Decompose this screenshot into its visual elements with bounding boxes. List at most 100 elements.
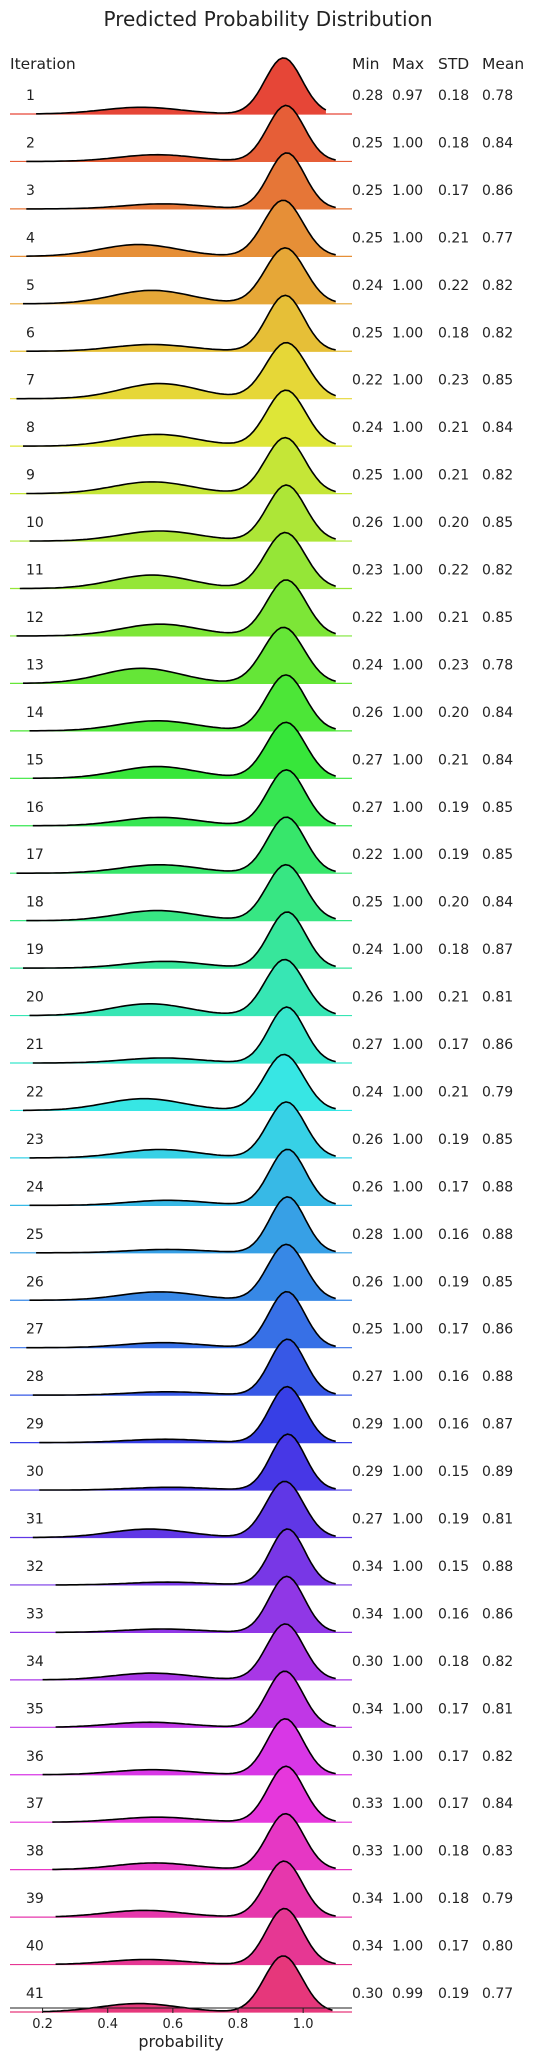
- stat-std: 0.16: [438, 1417, 469, 1433]
- header-std: STD: [438, 55, 469, 73]
- ridge-area: [23, 390, 336, 447]
- ridge-area: [32, 769, 336, 826]
- ridge-area: [26, 1291, 336, 1348]
- stat-std: 0.20: [438, 895, 469, 911]
- ridge-area: [16, 342, 336, 399]
- stat-min: 0.26: [352, 705, 383, 721]
- iteration-label: 30: [26, 1464, 44, 1480]
- ridge-area: [23, 912, 336, 969]
- stat-mean: 0.87: [482, 1417, 513, 1433]
- iteration-label: 1: [26, 88, 35, 104]
- stat-std: 0.19: [438, 847, 469, 863]
- ridge-outline: [26, 199, 336, 257]
- stat-max: 1.00: [392, 1749, 423, 1765]
- stat-max: 1.00: [392, 1606, 423, 1622]
- stat-mean: 0.85: [482, 800, 513, 816]
- stat-min: 0.24: [352, 1084, 383, 1100]
- ridge-outline: [52, 1812, 336, 1871]
- ridge-area: [55, 1576, 336, 1633]
- ridges-group: [10, 57, 352, 2013]
- header-mean: Mean: [482, 55, 524, 73]
- iteration-label: 19: [26, 942, 44, 958]
- stat-min: 0.33: [352, 1796, 383, 1812]
- iteration-label: 10: [26, 515, 44, 531]
- stat-max: 1.00: [392, 1369, 423, 1385]
- ridge-area: [26, 437, 336, 494]
- stat-mean: 0.87: [482, 942, 513, 958]
- stat-max: 1.00: [392, 373, 423, 389]
- stat-mean: 0.89: [482, 1464, 513, 1480]
- stat-std: 0.16: [438, 1606, 469, 1622]
- stat-std: 0.21: [438, 420, 469, 436]
- stat-mean: 0.84: [482, 420, 513, 436]
- stat-mean: 0.77: [482, 1986, 513, 2002]
- stat-min: 0.26: [352, 1179, 383, 1195]
- stat-std: 0.18: [438, 1891, 469, 1907]
- ridge-area: [29, 485, 336, 542]
- stat-mean: 0.82: [482, 468, 513, 484]
- ridge-outline: [23, 389, 336, 447]
- stat-std: 0.19: [438, 1512, 469, 1528]
- stat-max: 1.00: [392, 563, 423, 579]
- stat-min: 0.26: [352, 515, 383, 531]
- stat-min: 0.30: [352, 1749, 383, 1765]
- stat-mean: 0.86: [482, 1322, 513, 1338]
- stat-min: 0.26: [352, 990, 383, 1006]
- ridge-outline: [16, 341, 337, 400]
- iteration-label: 5: [26, 278, 35, 294]
- stat-min: 0.22: [352, 610, 383, 626]
- stat-min: 0.27: [352, 800, 383, 816]
- stat-std: 0.21: [438, 230, 469, 246]
- ridge-area: [29, 1244, 336, 1301]
- ridge-area: [36, 58, 326, 114]
- ridge-outline: [22, 1053, 336, 1112]
- stat-std: 0.17: [438, 1322, 469, 1338]
- ridge-outline: [42, 1623, 336, 1681]
- stat-mean: 0.84: [482, 135, 513, 151]
- stat-min: 0.28: [352, 88, 383, 104]
- iteration-label: 40: [26, 1939, 44, 1955]
- ridge-area: [42, 1956, 333, 2012]
- stat-std: 0.18: [438, 942, 469, 958]
- stat-max: 1.00: [392, 1654, 423, 1670]
- stat-std: 0.16: [438, 1227, 469, 1243]
- ridge-area: [29, 674, 336, 731]
- stat-mean: 0.78: [482, 88, 513, 104]
- ridge-area: [26, 152, 336, 209]
- header-min: Min: [352, 55, 380, 73]
- stat-mean: 0.85: [482, 1132, 513, 1148]
- stat-std: 0.21: [438, 468, 469, 484]
- ridge-area: [55, 1861, 336, 1918]
- ridge-outline: [39, 1433, 336, 1491]
- stat-mean: 0.84: [482, 752, 513, 768]
- ridge-outline: [23, 246, 336, 305]
- iteration-label: 11: [26, 563, 44, 579]
- iteration-label: 3: [26, 183, 35, 199]
- ridge-outline: [29, 484, 336, 542]
- ridge-area: [23, 627, 336, 684]
- stat-std: 0.21: [438, 610, 469, 626]
- ridge-outline: [55, 1575, 336, 1634]
- x-tick-label: 0.6: [163, 2017, 184, 2032]
- stat-std: 0.21: [438, 990, 469, 1006]
- iteration-label: 21: [26, 1037, 44, 1053]
- stat-min: 0.29: [352, 1464, 383, 1480]
- ridge-area: [55, 1908, 336, 1965]
- ridge-outline: [16, 816, 336, 874]
- stat-mean: 0.84: [482, 1796, 513, 1812]
- ridge-outline: [19, 531, 336, 590]
- stat-mean: 0.81: [482, 990, 513, 1006]
- stat-std: 0.22: [438, 278, 469, 294]
- ridge-outline: [55, 1907, 336, 1965]
- ridge-area: [55, 1529, 336, 1585]
- stat-mean: 0.79: [482, 1891, 513, 1907]
- ridge-area: [42, 1623, 336, 1680]
- iteration-label: 8: [26, 420, 35, 436]
- stat-min: 0.25: [352, 1322, 383, 1338]
- stats-table: 1 0.28 0.97 0.18 0.78 2 0.25 1.00 0.18 0.84 3 0.25 1…: [26, 88, 513, 2002]
- ridge-outline: [55, 1670, 336, 1728]
- x-tick-label: 1.0: [293, 2017, 314, 2032]
- stat-min: 0.30: [352, 1986, 383, 2002]
- ridge-area: [16, 580, 336, 636]
